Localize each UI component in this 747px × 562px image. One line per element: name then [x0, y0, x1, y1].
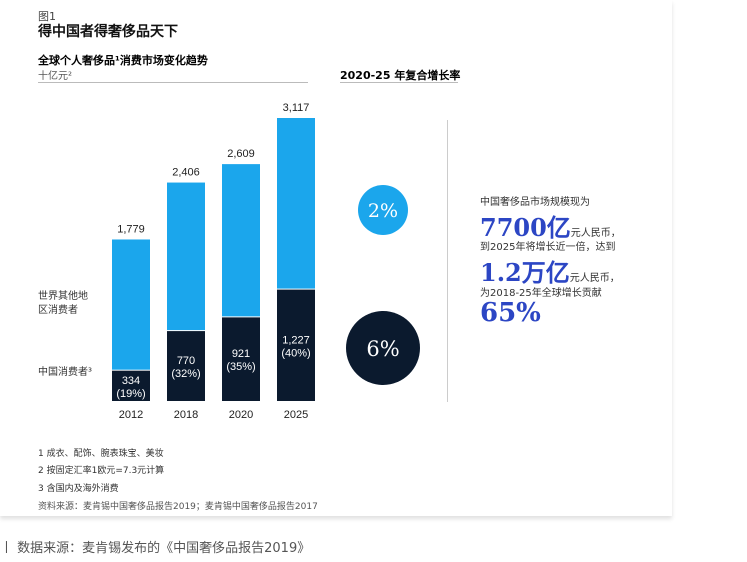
highlight-unit1: 元人民币，: [570, 228, 621, 239]
legend-rest-line1: 世界其他地: [38, 291, 88, 302]
bar-china-2018: [167, 331, 205, 401]
highlight-value3: 65%: [480, 298, 541, 328]
x-tick-2012: 2012: [119, 409, 143, 421]
cagr-rest-label: 2%: [368, 200, 398, 222]
total-label-2025: 3,117: [283, 102, 310, 114]
chart-title: 全球个人奢侈品¹消费市场变化趋势: [38, 54, 208, 67]
china-value-label-2020: 921: [232, 348, 250, 360]
cagr-rest-circle: [358, 185, 408, 235]
cagr-title: 2020-25 年复合增长率: [340, 69, 461, 82]
highlight-row2: 1.2万亿元人民币，: [480, 253, 620, 288]
source-note: 资料来源：麦肯锡中国奢侈品报告2019；麦肯锡中国奢侈品报告2017: [38, 502, 318, 512]
legend-china: 中国消费者³: [38, 367, 93, 378]
highlight-line1: 中国奢侈品市场规模现为: [480, 197, 590, 208]
highlight-value2: 1.2万亿: [480, 258, 570, 287]
figure-label: 图1: [38, 10, 56, 23]
highlight-unit2: 元人民币，: [569, 273, 620, 284]
highlight-row1: 7700亿元人民币，: [480, 208, 621, 243]
china-share-label-2025: (40%): [281, 347, 310, 359]
bar-rest-2020: [222, 164, 260, 317]
highlight-line3: 为2018-25年全球增长贡献: [480, 288, 602, 299]
footnote-3: 3 含国内及海外消费: [38, 484, 119, 494]
bar-china-2025: [277, 289, 315, 401]
x-tick-2020: 2020: [229, 409, 253, 421]
bar-rest-2018: [167, 182, 205, 331]
divider: [340, 82, 458, 83]
figure-card: 图1 得中国者得奢侈品天下 全球个人奢侈品¹消费市场变化趋势 十亿元² 2020…: [38, 10, 621, 512]
footnote-2: 2 按固定汇率1欧元=7.3元计算: [38, 466, 165, 476]
legend-rest-line2: 区消费者: [38, 305, 78, 316]
divider: [38, 82, 308, 83]
cagr-china-circle: [346, 311, 420, 385]
bar-china-2012: [112, 370, 150, 401]
x-tick-2018: 2018: [174, 409, 198, 421]
total-label-2020: 2,609: [227, 148, 255, 160]
highlight-value1: 7700亿: [480, 213, 571, 242]
china-share-label-2018: (32%): [171, 368, 200, 380]
china-share-label-2012: (19%): [116, 388, 145, 400]
bar-china-2020: [222, 317, 260, 401]
x-tick-2025: 2025: [284, 409, 308, 421]
china-value-label-2018: 770: [177, 355, 195, 367]
china-value-label-2012: 334: [122, 375, 140, 387]
vertical-divider: [447, 120, 448, 402]
bar-chart: 1,779 334(19%) 2012 2,406 770(32%) 2018 2,609 9…: [112, 102, 420, 421]
cagr-china-label: 6%: [366, 337, 399, 361]
chart-unit: 十亿元²: [38, 71, 73, 82]
total-label-2018: 2,406: [172, 167, 200, 179]
bar-rest-2025: [277, 118, 315, 289]
legend-rest: 世界其他地 区消费者: [38, 290, 88, 318]
footnote-1: 1 成衣、配饰、腕表珠宝、美妆: [38, 449, 164, 459]
caption: 丨 数据来源：麦肯锡发布的《中国奢侈品报告2019》: [0, 541, 311, 556]
highlight-line2: 到2025年将增长近一倍，达到: [480, 242, 616, 253]
bar-rest-2012: [112, 239, 150, 370]
china-share-label-2020: (35%): [226, 361, 255, 373]
china-value-label-2025: 1,227: [282, 334, 310, 346]
total-label-2012: 1,779: [117, 223, 145, 235]
figure-title: 得中国者得奢侈品天下: [38, 24, 178, 40]
